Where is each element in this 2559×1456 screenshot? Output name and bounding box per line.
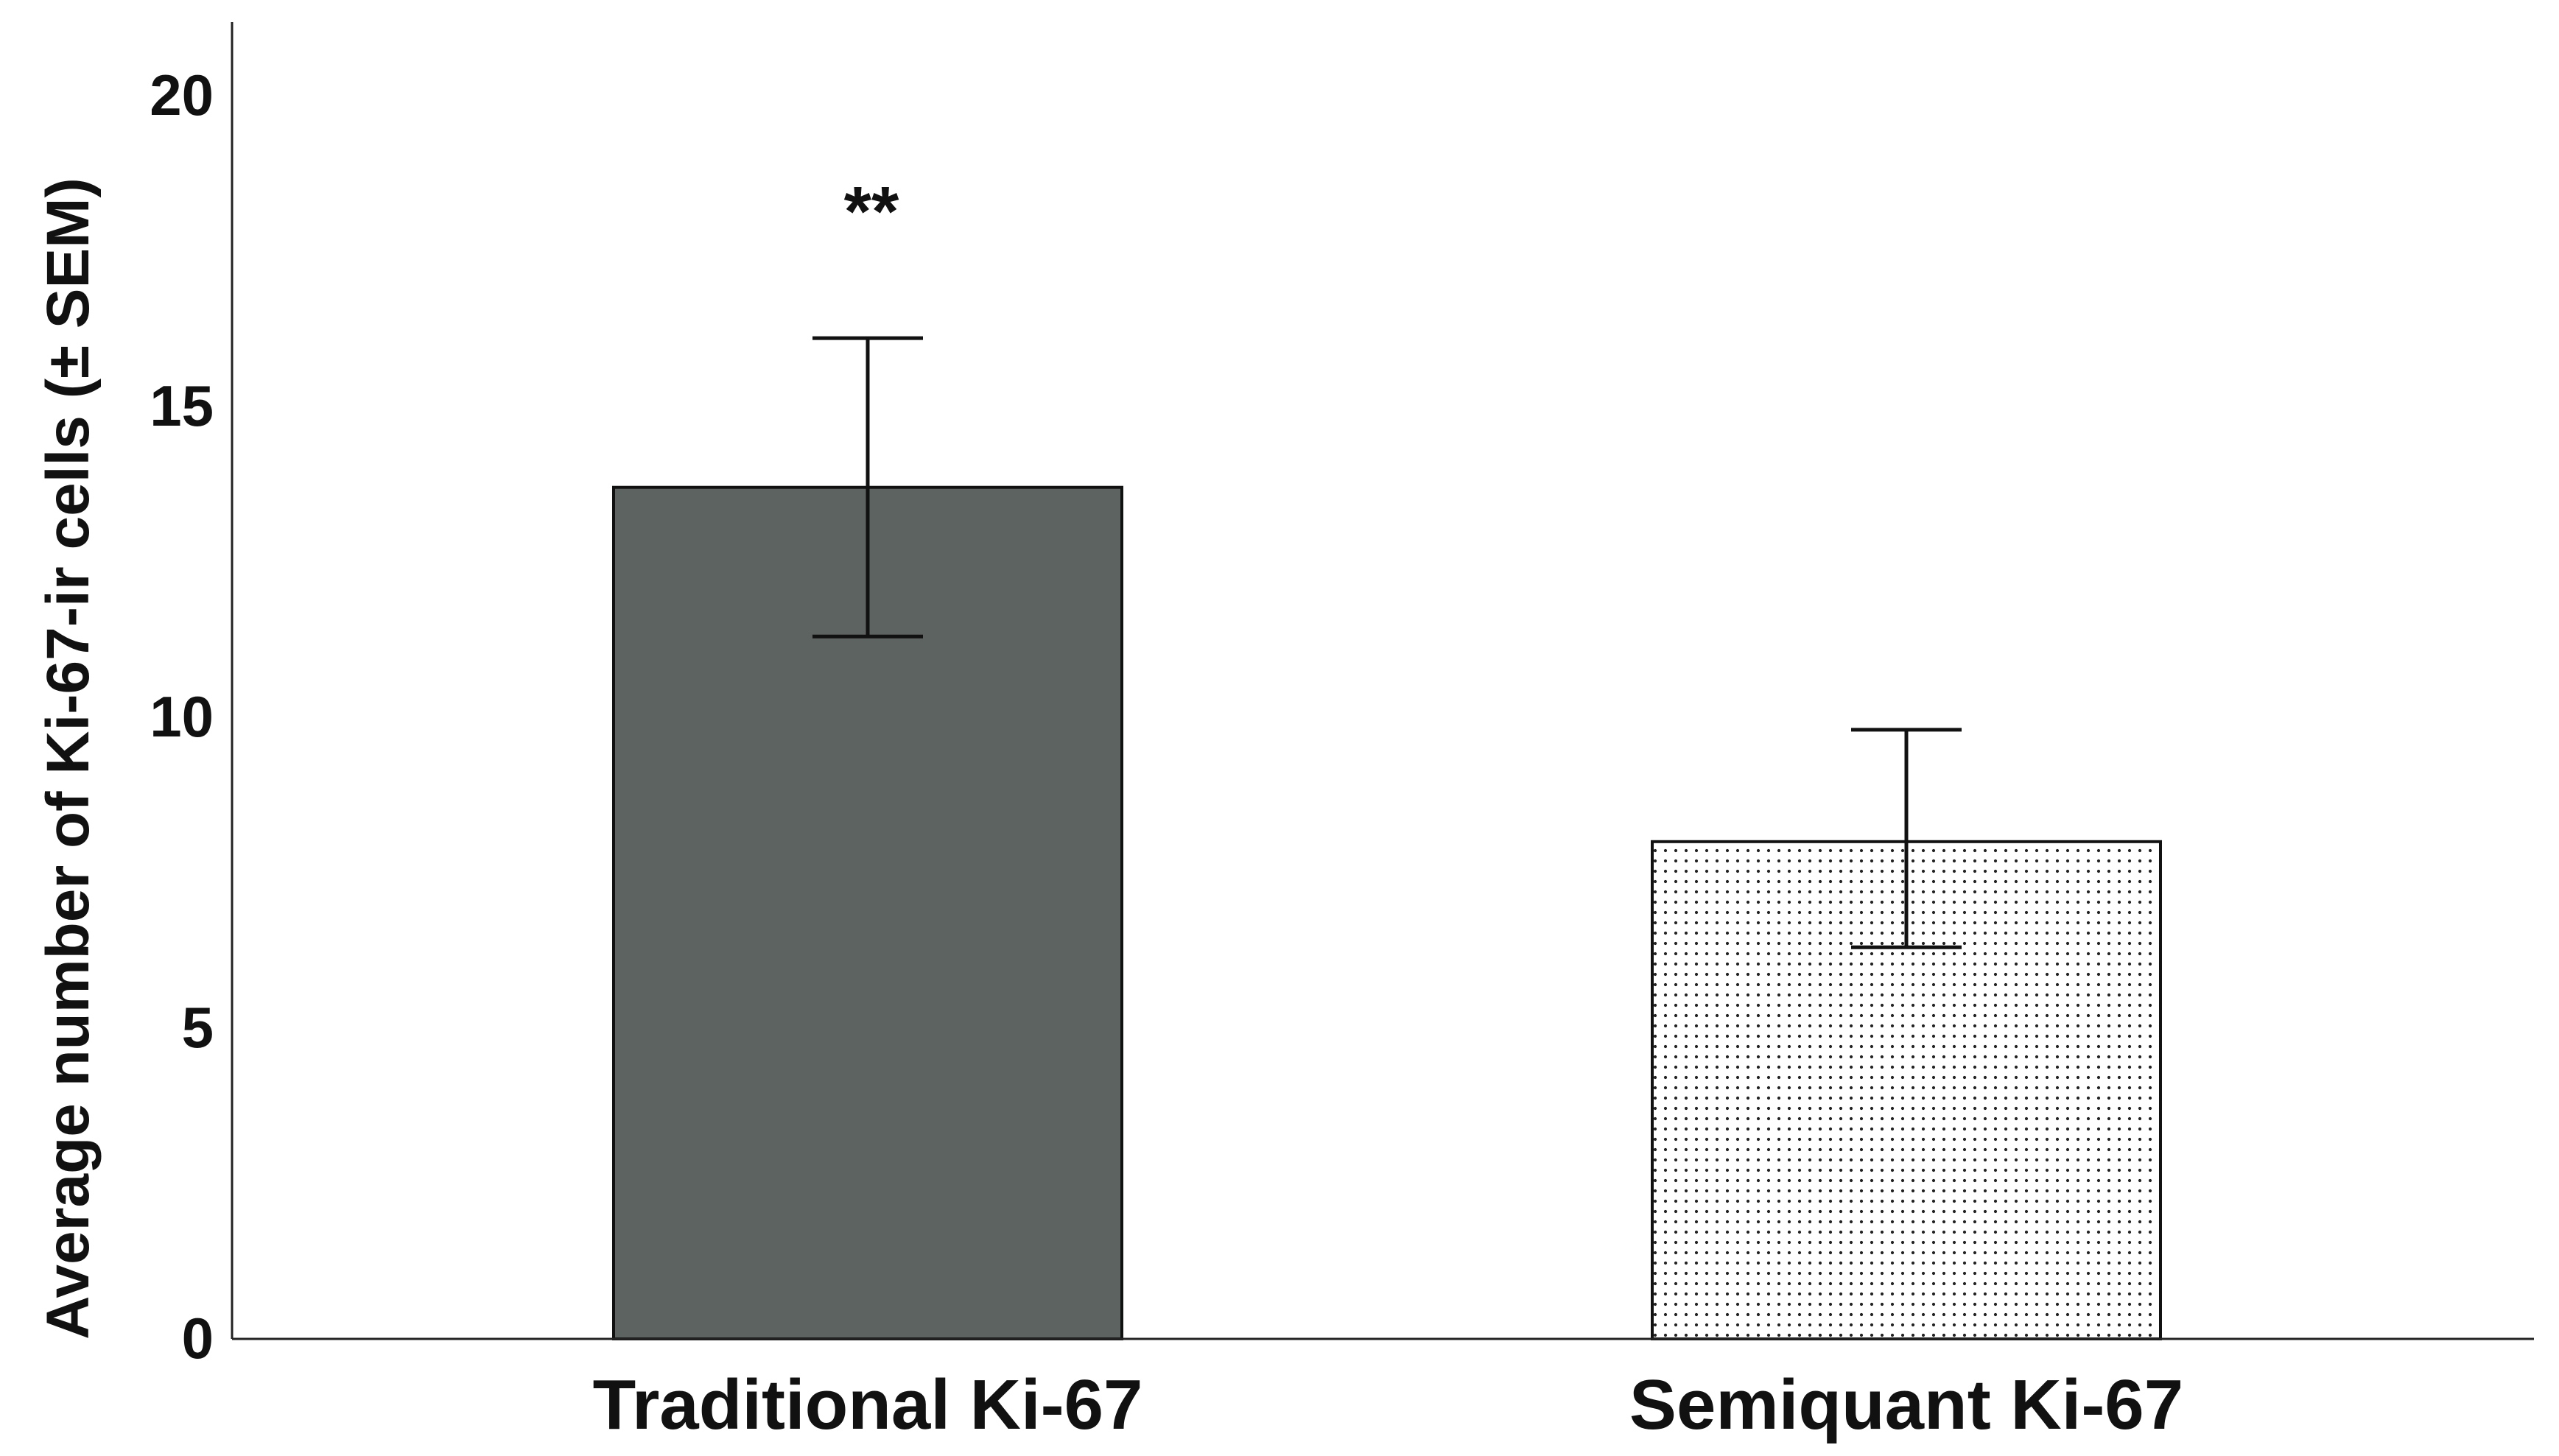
error-bars-group — [812, 336, 1962, 949]
x-axis-labels: Traditional Ki-67 Semiquant Ki-67 — [593, 1365, 2183, 1444]
y-tick-label: 15 — [150, 373, 214, 438]
y-tick-label: 10 — [150, 684, 214, 749]
y-tick-label: 0 — [182, 1306, 214, 1371]
significance-marker: ** — [844, 172, 899, 251]
y-axis-title: Average number of Ki-67-ir cells (± SEM) — [35, 177, 102, 1340]
bars-group — [612, 485, 2162, 1341]
y-tick-label: 5 — [182, 995, 214, 1060]
x-category-label: Traditional Ki-67 — [593, 1365, 1143, 1444]
y-tick-label: 20 — [150, 63, 214, 127]
annotations-group: ** — [844, 172, 899, 251]
y-axis-ticks: 0 5 10 15 20 — [150, 63, 214, 1371]
x-category-label: Semiquant Ki-67 — [1629, 1365, 2183, 1444]
y-axis-title-group: Average number of Ki-67-ir cells (± SEM) — [35, 177, 102, 1340]
